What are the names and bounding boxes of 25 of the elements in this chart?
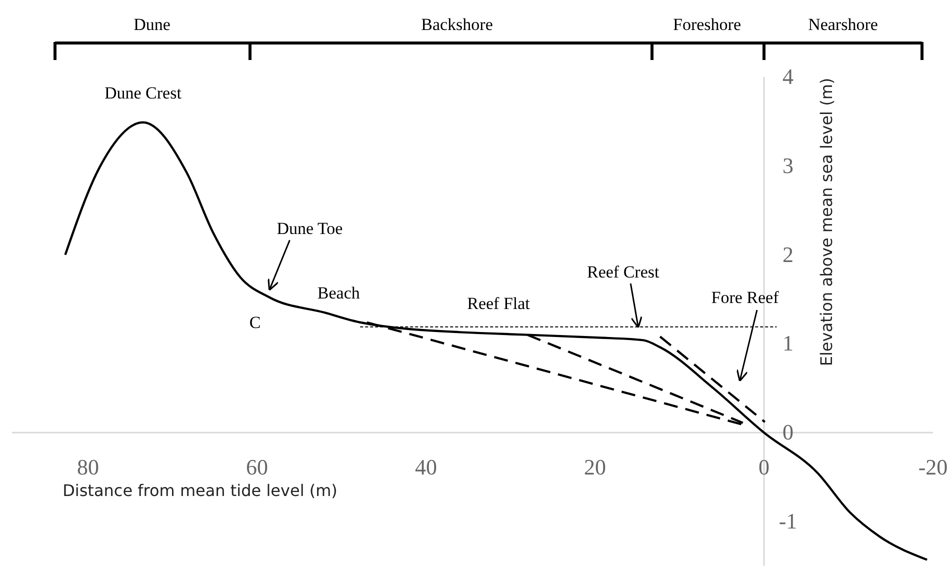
annotation: Fore Reef [711, 288, 780, 307]
annotation: Reef Flat [467, 294, 530, 314]
y-tick-label: 3 [782, 152, 794, 178]
x-tick-label: 80 [77, 454, 100, 480]
y-tick-label: 0 [782, 420, 794, 445]
x-tick-label: 60 [246, 454, 268, 480]
annotation: Reef Crest [586, 262, 660, 282]
annotation: C [249, 313, 261, 332]
text: Foreshore [673, 15, 741, 34]
y-tick-label: 4 [782, 64, 794, 89]
annotation: Beach [317, 284, 360, 303]
x-tick-label: 20 [584, 454, 606, 480]
annotation: Dune Crest [104, 83, 182, 102]
text: Dune [134, 15, 170, 34]
annotation: Dune Toe [276, 219, 343, 238]
x-tick-label: 0 [758, 454, 770, 480]
y-axis-title: Elevation above mean sea level (m) [817, 78, 836, 366]
x-axis-title: Distance from mean tide level (m) [62, 481, 338, 500]
y-tick-label: 1 [782, 330, 794, 356]
text: Backshore [421, 15, 493, 34]
x-tick-label: 40 [415, 454, 438, 480]
x-tick-label: -20 [918, 454, 948, 480]
y-tick-label: 2 [782, 242, 794, 267]
text: Nearshore [808, 15, 878, 34]
y-tick-label: -1 [778, 508, 798, 534]
